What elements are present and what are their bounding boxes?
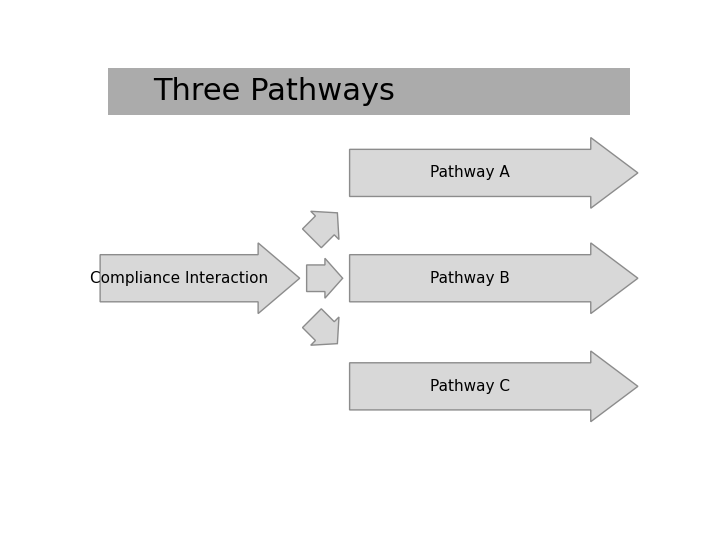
Polygon shape (307, 258, 343, 298)
Text: Pathway A: Pathway A (431, 165, 510, 180)
FancyBboxPatch shape (109, 68, 629, 114)
Polygon shape (100, 243, 300, 314)
Polygon shape (350, 351, 638, 422)
Text: Pathway B: Pathway B (431, 271, 510, 286)
Polygon shape (350, 138, 638, 208)
Polygon shape (302, 211, 339, 248)
Text: Pathway C: Pathway C (430, 379, 510, 394)
Text: Compliance Interaction: Compliance Interaction (90, 271, 268, 286)
Polygon shape (302, 309, 339, 345)
Polygon shape (350, 243, 638, 314)
Text: Three Pathways: Three Pathways (153, 77, 395, 106)
